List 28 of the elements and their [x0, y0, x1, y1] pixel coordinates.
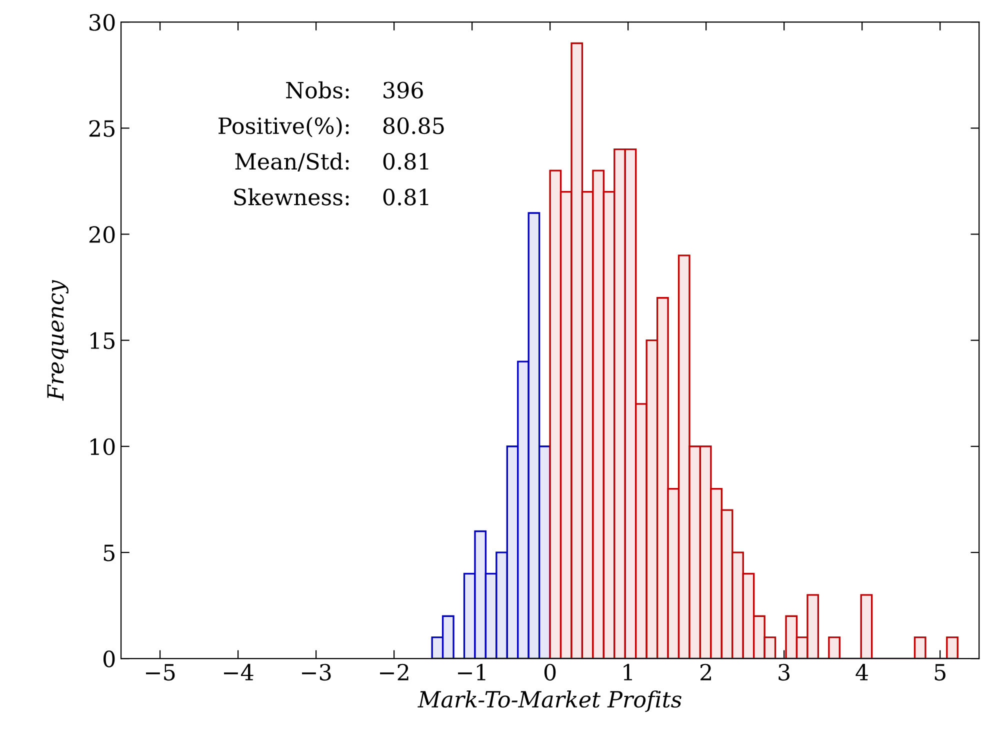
annotation: 0.81 [383, 188, 428, 206]
y-tick-label: 30 [90, 14, 115, 31]
x-tick-label: −4 [224, 664, 254, 680]
y-axis-title: Frequency [47, 280, 68, 401]
annotation: 396 [384, 82, 423, 99]
annotation: Skewness: [234, 188, 349, 206]
y-tick-label: 10 [90, 438, 115, 456]
y-tick-label: 0 [103, 650, 115, 668]
x-tick-label: 0 [544, 664, 556, 681]
x-tick-label: 4 [856, 664, 868, 680]
x-tick-label: −1 [458, 664, 486, 680]
x-tick-label: −2 [380, 664, 408, 680]
x-tick-label: −5 [146, 664, 175, 681]
y-tick-label: 25 [89, 120, 114, 137]
x-tick-label: 2 [700, 664, 711, 680]
annotation: 80.85 [383, 117, 444, 134]
annotation: 0.81 [383, 152, 428, 170]
x-tick-label: 1 [624, 664, 632, 680]
x-tick-label: 3 [778, 664, 790, 681]
x-tick-label: −3 [302, 664, 331, 681]
annotation: Mean/Std: [235, 152, 349, 172]
y-tick-label: 15 [90, 332, 114, 350]
annotation: Positive(%): [218, 116, 349, 138]
annotation: Nobs: [286, 81, 349, 99]
x-tick-label: 5 [934, 664, 946, 681]
y-tick-label: 5 [104, 544, 114, 562]
y-tick-label: 20 [89, 226, 115, 243]
x-axis-title: Mark-To-Market Profits [418, 690, 682, 712]
